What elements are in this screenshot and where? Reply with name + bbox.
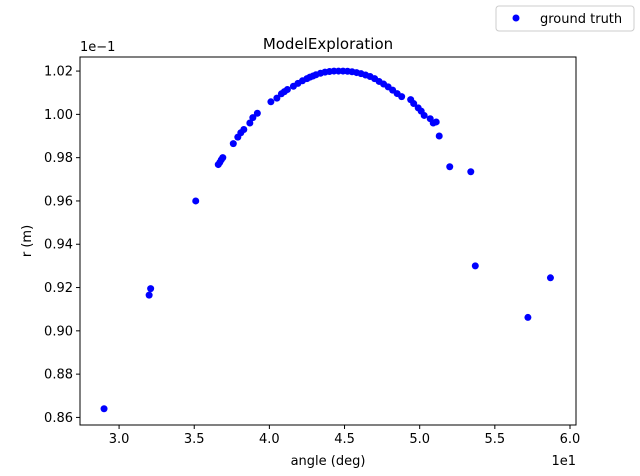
data-point [145, 291, 153, 299]
y-axis-multiplier: 1e−1 [80, 40, 115, 55]
y-tick-label: 0.98 [44, 151, 73, 166]
data-point [273, 94, 281, 102]
data-point [249, 114, 257, 122]
x-tick-label: 3.5 [184, 432, 205, 447]
data-point [283, 85, 291, 93]
plot-area [79, 56, 577, 426]
data-point [240, 126, 248, 134]
data-point [147, 285, 155, 293]
data-point [524, 313, 532, 321]
data-point [253, 109, 261, 117]
data-point [229, 140, 237, 148]
y-tick-label: 0.94 [44, 238, 73, 253]
data-points [100, 67, 554, 413]
legend-marker [512, 14, 520, 22]
legend-label: ground truth [540, 12, 622, 27]
y-tick-label: 0.86 [44, 411, 73, 426]
y-tick-label: 0.88 [44, 368, 73, 383]
x-tick-label: 5.0 [409, 432, 430, 447]
x-tick-label: 5.5 [484, 432, 505, 447]
legend: ground truth [495, 5, 635, 32]
y-tick-label: 1.02 [44, 65, 73, 80]
x-axis-ticks: 3.0 3.5 4.0 4.5 5.0 5.5 6.0 [109, 425, 581, 447]
chart-title: ModelExploration [263, 35, 393, 53]
y-tick-label: 0.90 [44, 324, 73, 339]
x-axis-multiplier: 1e1 [551, 454, 576, 469]
data-point [467, 168, 475, 176]
data-point [446, 163, 454, 171]
data-point [420, 111, 428, 119]
x-tick-label: 3.0 [109, 432, 130, 447]
data-point [246, 119, 254, 127]
data-point [546, 274, 554, 282]
x-tick-label: 4.5 [334, 432, 355, 447]
y-axis-ticks: 0.86 0.88 0.90 0.92 0.94 0.96 0.98 1.00 1.02 [44, 65, 80, 426]
x-tick-label: 6.0 [560, 432, 581, 447]
data-point [219, 154, 227, 162]
legend-box [495, 5, 635, 32]
data-point [267, 98, 275, 106]
data-point [100, 405, 108, 413]
data-point [471, 262, 479, 270]
data-point [432, 118, 440, 126]
data-point [410, 100, 418, 108]
data-point [398, 93, 406, 101]
y-tick-label: 0.92 [44, 281, 73, 296]
y-tick-label: 1.00 [44, 108, 73, 123]
y-axis-label: r (m) [20, 225, 35, 257]
x-tick-label: 4.0 [259, 432, 280, 447]
data-point [435, 132, 443, 140]
data-point [192, 197, 200, 205]
x-axis-label: angle (deg) [291, 454, 366, 469]
y-tick-label: 0.96 [44, 194, 73, 209]
